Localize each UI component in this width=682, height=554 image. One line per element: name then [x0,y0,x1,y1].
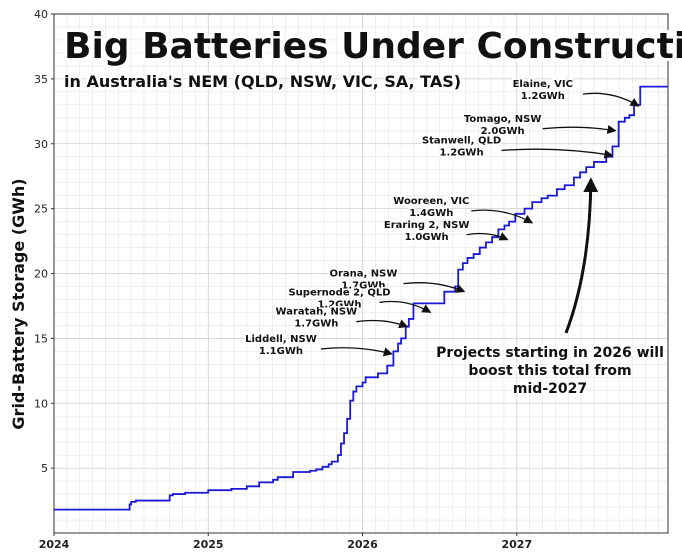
annotation-label-line: Stanwell, QLD [422,135,501,146]
annotation-label-line: 1.1GWh [259,346,303,357]
x-tick-label: 2026 [347,538,378,551]
annotation-label: Stanwell, QLD 1.2GWh [422,135,501,158]
annotation-arrow [356,319,409,329]
annotation-label: Wooreen, VIC 1.4GWh [393,196,469,219]
annotation-arrow [471,209,534,224]
chart-title: Big Batteries Under Construction [64,26,682,67]
annotation-label: Orana, NSW 1.7GWh [329,269,397,292]
annotation-label-line: 1.4GWh [409,208,453,219]
y-tick-label: 5 [41,462,48,475]
annotation-label: Elaine, VIC 1.2GWh [513,79,573,102]
x-tick-label: 2025 [193,538,224,551]
annotation-arrow [582,92,640,107]
y-tick-label: 15 [34,332,48,345]
annotation-label-line: Waratah, NSW [276,307,358,318]
y-tick-label: 10 [34,397,48,410]
x-tick-label: 2024 [39,538,70,551]
y-tick-label: 20 [34,268,48,281]
annotation-label: Waratah, NSW 1.7GWh [276,307,358,330]
annotation-label-line: 1.2GWh [521,91,565,102]
annotation-arrow [501,148,614,159]
annotation-label-line: Eraring 2, NSW [384,220,469,231]
annotation-label: Eraring 2, NSW 1.0GWh [384,220,469,243]
annotation-arrow [466,232,509,241]
y-tick-label: 35 [34,73,48,86]
annotation-arrow [403,282,466,293]
chart-subtitle: in Australia's NEM (QLD, NSW, VIC, SA, T… [64,72,461,91]
annotation-label-line: Wooreen, VIC [393,196,469,207]
annotation-label-line: Elaine, VIC [513,79,573,90]
callout-label-line: boost this total from [468,363,631,379]
callout-arrow [564,177,599,334]
annotation-label-line: Orana, NSW [329,269,397,280]
y-tick-label: 25 [34,203,48,216]
annotation-label: Liddell, NSW 1.1GWh [245,334,317,357]
annotation-label: Tomago, NSW 2.0GWh [464,114,541,137]
y-tick-label: 40 [34,8,48,21]
chart-grid [53,13,668,534]
annotation-label-line: Liddell, NSW [245,334,317,345]
annotation-arrow [379,300,432,313]
y-axis-label: Grid-Battery Storage (GWh) [9,178,28,429]
callout-label: Projects starting in 2026 will boost this… [436,345,664,397]
callout-label-line: Projects starting in 2026 will [436,345,664,361]
annotation-label-line: Supernode 2, QLD [288,287,390,298]
x-tick-label: 2027 [502,538,533,551]
callout-label-line: mid-2027 [513,381,587,397]
y-tick-label: 30 [34,138,48,151]
annotation-label-line: 1.7GWh [341,281,385,292]
annotation-arrow [320,347,393,357]
annotation-label-line: 1.2GWh [317,299,361,310]
annotation-label-line: 1.2GWh [440,147,484,158]
annotation-label-line: 2.0GWh [481,126,525,137]
annotation-label-line: Tomago, NSW [464,114,541,125]
annotation-label-line: 1.0GWh [405,232,449,243]
annotation-arrow [542,124,617,134]
annotation-label: Supernode 2, QLD 1.2GWh [288,287,390,310]
annotation-label-line: 1.7GWh [294,319,338,330]
